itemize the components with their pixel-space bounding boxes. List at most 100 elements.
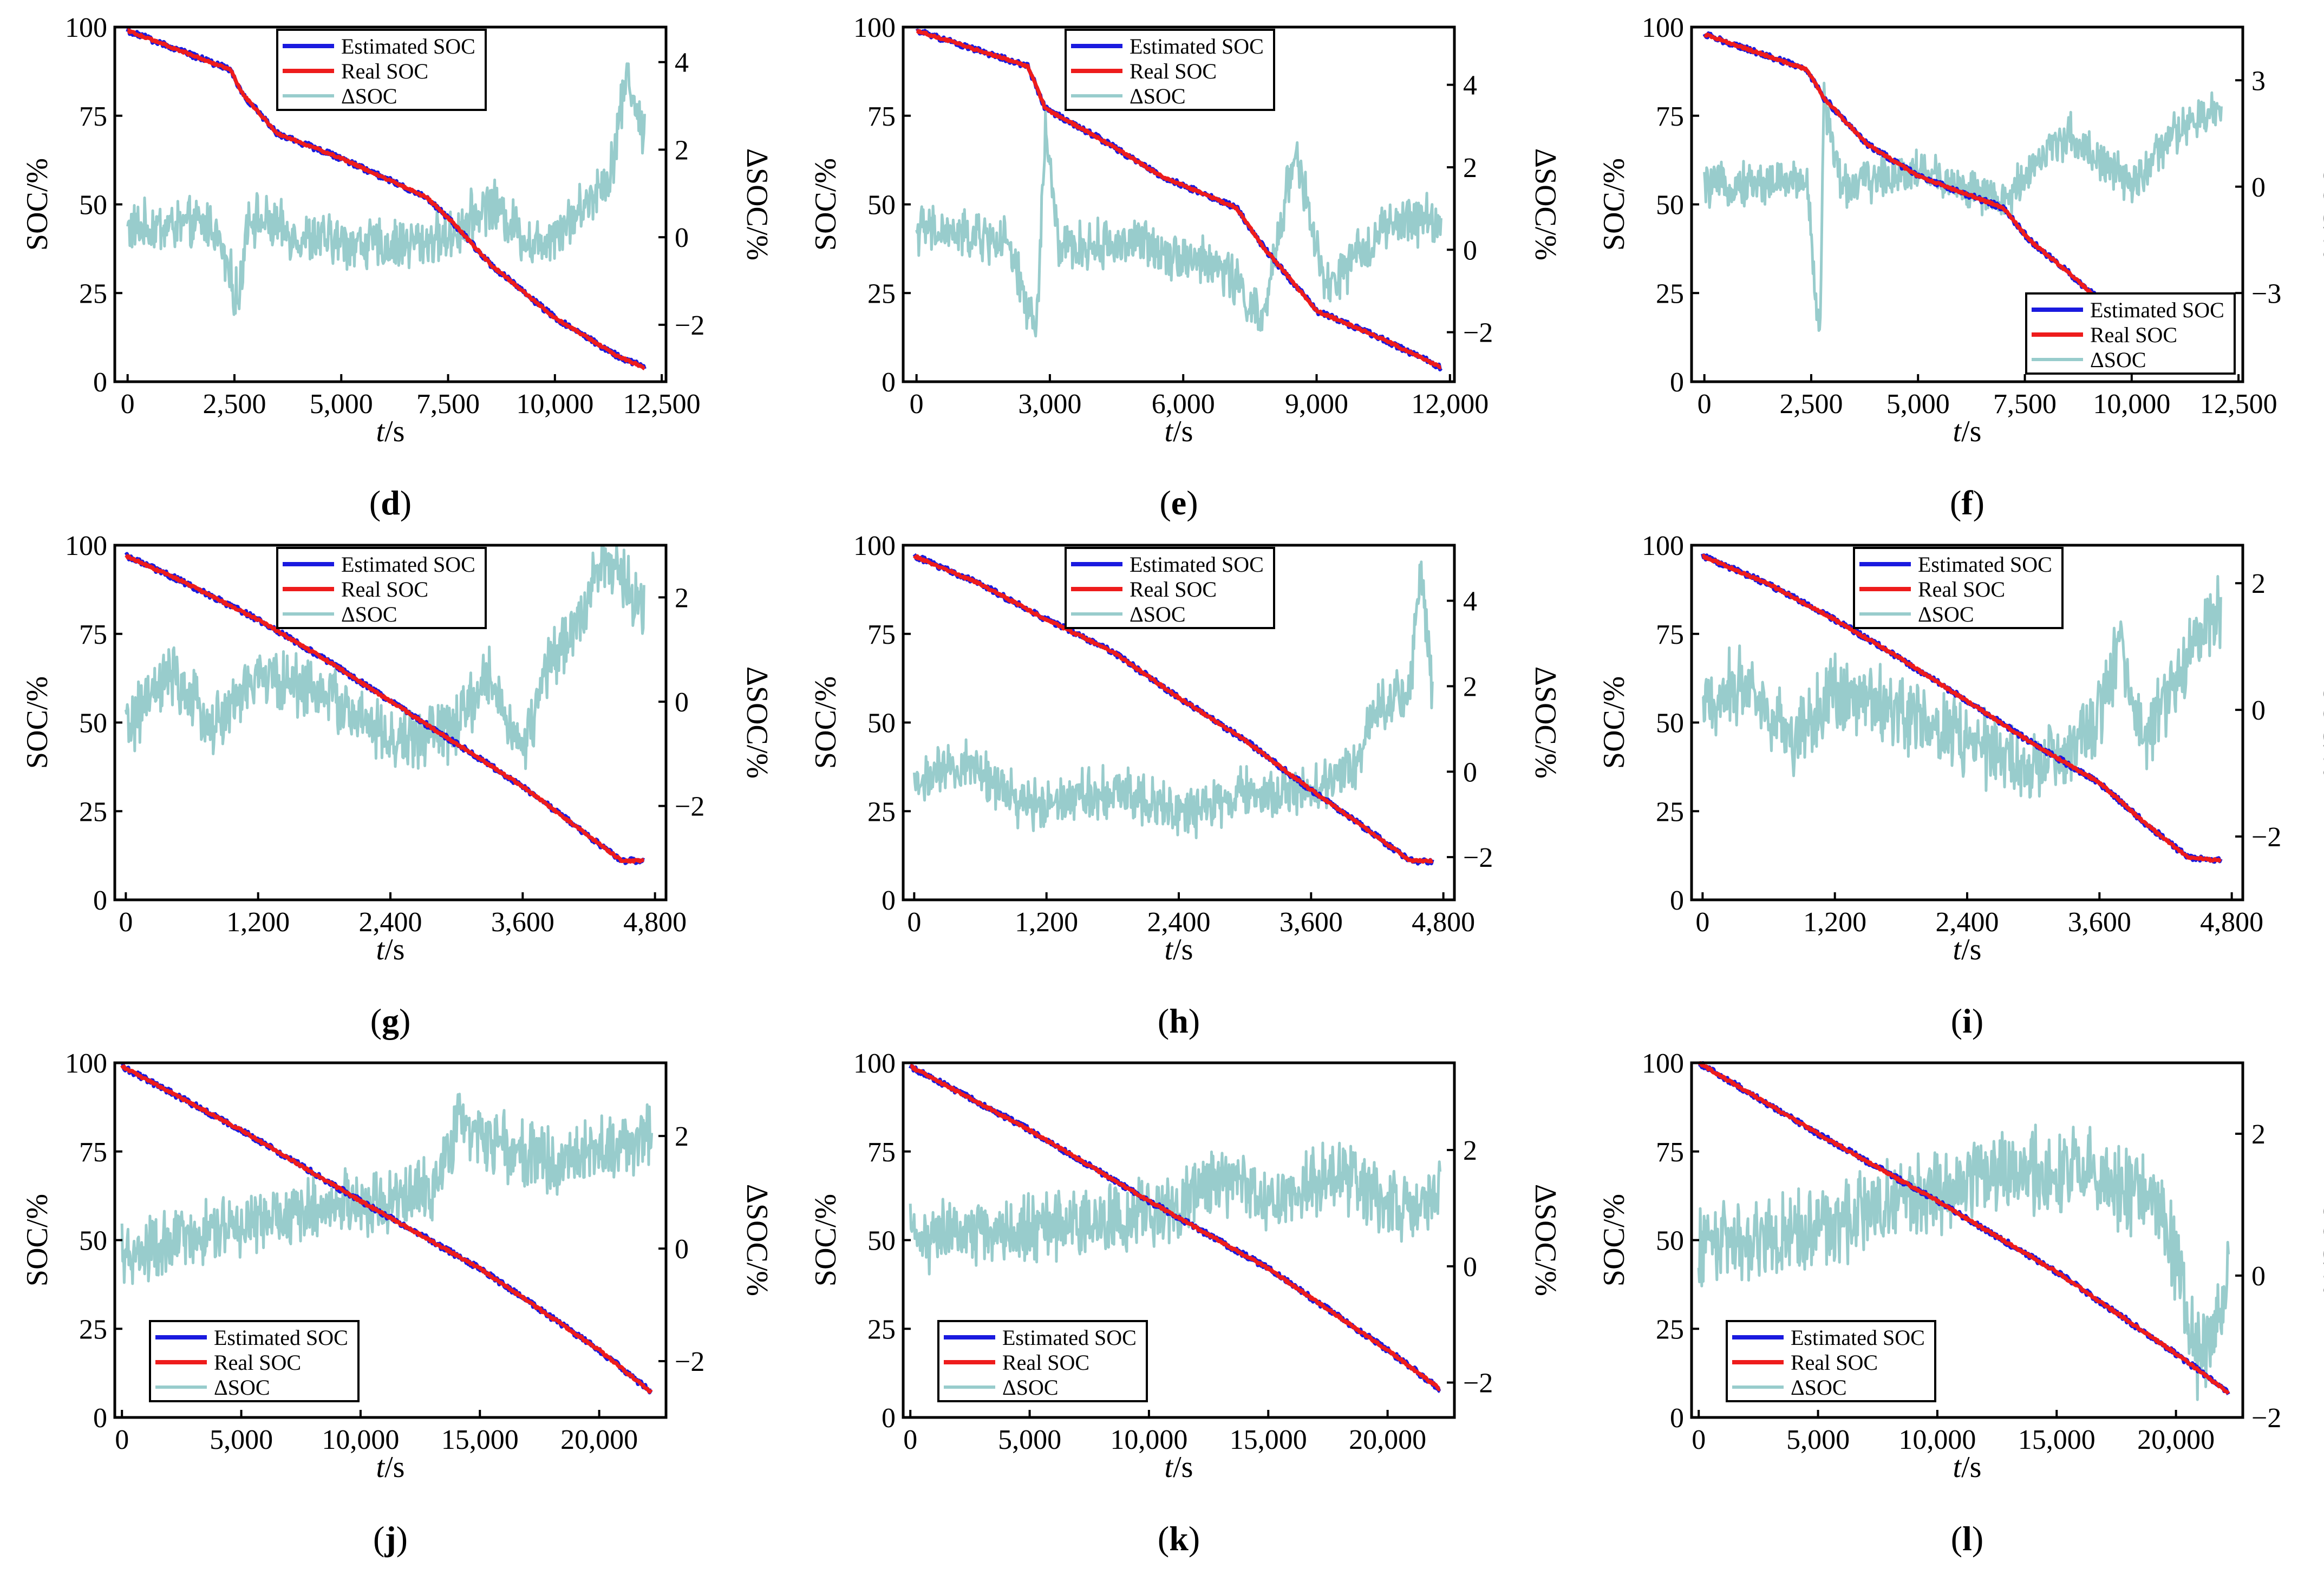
y2-tick-label: 0: [2251, 172, 2266, 203]
y-tick-label: 100: [65, 531, 107, 561]
legend-label: ΔSOC: [1002, 1375, 1059, 1400]
chart-panel-e: 0 25 50 75 100 −2 0 2 4 0 3,000 6,000 9,000 12,000 t/s…: [809, 12, 1562, 522]
y-tick-label: 50: [1656, 190, 1684, 221]
x-tick-label: 0: [119, 907, 133, 938]
x-tick-label: 3,000: [1018, 389, 1081, 420]
chart-panel-f: 0 25 50 75 100 −3 0 3 0 2,500 5,000 7,500 10,000 12,5…: [1597, 12, 2324, 522]
y2-tick-label: 2: [675, 135, 689, 166]
y2-axis-label: ΔSOC/%: [740, 1184, 774, 1296]
legend-label: ΔSOC: [1918, 602, 1974, 626]
x-tick-label: 10,000: [2093, 389, 2170, 420]
x-tick-label: 10,000: [516, 389, 593, 420]
series-real-soc: [120, 1064, 653, 1394]
legend-label: Estimated SOC: [341, 552, 475, 577]
x-tick-label: 15,000: [441, 1424, 519, 1455]
y2-tick-label: 2: [2251, 568, 2266, 599]
x-tick-label: 5,000: [1786, 1424, 1850, 1455]
x-tick-label: 3,600: [1279, 907, 1343, 938]
y2-axis-label: ΔSOC/%: [2317, 1184, 2324, 1296]
y-tick-label: 75: [79, 619, 107, 650]
x-tick-label: 0: [903, 1424, 917, 1455]
y-tick-label: 25: [867, 1314, 896, 1345]
y2-tick-label: 2: [2251, 1119, 2266, 1150]
legend-label: ΔSOC: [1791, 1375, 1847, 1400]
y2-tick-label: 4: [1463, 70, 1477, 101]
y-axis-label: SOC/%: [809, 676, 843, 769]
chart-panel-h: 0 25 50 75 100 −2 0 2 4 0 1,200 2,400 3,600 4,800 t/s S…: [809, 531, 1562, 1040]
y2-tick-label: 0: [675, 223, 689, 253]
x-tick-label: 20,000: [2137, 1424, 2215, 1455]
x-tick-label: 12,000: [1411, 389, 1489, 420]
y-tick-label: 50: [79, 190, 107, 221]
y2-tick-label: 2: [675, 583, 689, 613]
y-tick-label: 75: [867, 1137, 896, 1168]
x-tick-label: 5,000: [998, 1424, 1061, 1455]
panel-label: (g): [370, 1002, 411, 1040]
series-real-soc: [1698, 1061, 2230, 1395]
y-tick-label: 50: [1656, 1226, 1684, 1257]
y-tick-label: 50: [867, 1226, 896, 1257]
y2-tick-label: −3: [2251, 278, 2281, 309]
y2-axis-label: ΔSOC/%: [1529, 148, 1562, 260]
y-tick-label: 75: [1656, 619, 1684, 650]
y-axis-label: SOC/%: [21, 158, 54, 251]
y2-tick-label: 2: [1463, 153, 1477, 184]
series-delta-soc: [912, 560, 1434, 840]
y2-tick-label: −2: [675, 1347, 704, 1377]
x-tick-label: 0: [1692, 1424, 1706, 1455]
legend-label: ΔSOC: [1130, 84, 1186, 108]
x-tick-label: 15,000: [1230, 1424, 1307, 1455]
x-tick-label: 1,200: [1015, 907, 1078, 938]
series-real-soc: [912, 554, 1434, 864]
y-axis-label: SOC/%: [1597, 676, 1631, 769]
y2-tick-label: −2: [675, 310, 704, 341]
x-tick-label: 1,200: [226, 907, 290, 938]
legend-label: ΔSOC: [341, 602, 397, 626]
y2-tick-label: 0: [1463, 757, 1477, 788]
x-tick-label: 0: [1698, 389, 1712, 420]
y2-axis-label: ΔSOC/%: [740, 148, 774, 260]
y2-axis-label: ΔSOC/%: [740, 666, 774, 779]
series-delta-soc: [1697, 1123, 2230, 1401]
y-tick-label: 100: [1642, 531, 1684, 561]
y2-axis-label: ΔSOC/%: [1529, 666, 1562, 779]
legend-label: Estimated SOC: [1918, 552, 2052, 577]
x-tick-label: 0: [121, 389, 135, 420]
legend-label: Estimated SOC: [1791, 1325, 1925, 1350]
legend-label: Estimated SOC: [1130, 552, 1264, 577]
x-tick-label: 20,000: [560, 1424, 638, 1455]
panel-label: (h): [1158, 1002, 1200, 1040]
x-tick-label: 6,000: [1152, 389, 1215, 420]
y2-tick-label: −2: [2251, 822, 2281, 853]
y-axis-label: SOC/%: [21, 1194, 54, 1286]
legend-label: Real SOC: [1130, 59, 1217, 83]
legend-label: ΔSOC: [2090, 348, 2146, 372]
legend-label: ΔSOC: [1130, 602, 1186, 626]
x-tick-label: 7,500: [416, 389, 480, 420]
x-tick-label: 2,400: [1936, 907, 1999, 938]
y-tick-label: 75: [1656, 1137, 1684, 1168]
y2-tick-label: 0: [2251, 695, 2266, 726]
x-axis-label: t/s: [1953, 1450, 1982, 1484]
x-tick-label: 4,800: [1412, 907, 1475, 938]
x-tick-label: 7,500: [1993, 389, 2057, 420]
series-delta-soc: [1703, 81, 2223, 332]
y2-axis-label: ΔSOC/%: [2317, 148, 2324, 260]
chart-panel-d: 0 25 50 75 100 −2 0 2 4 0 2,500 5,000 7,500 10,000 12,…: [21, 12, 774, 522]
x-tick-label: 0: [1695, 907, 1709, 938]
x-axis-label: t/s: [1165, 933, 1193, 966]
y2-tick-label: 4: [675, 48, 689, 79]
panel-label: (f): [1950, 483, 1984, 522]
y-tick-label: 100: [853, 12, 896, 43]
y-tick-label: 50: [79, 708, 107, 739]
y-tick-label: 50: [79, 1226, 107, 1257]
series-delta-soc: [1702, 575, 2222, 799]
y2-tick-label: −2: [1463, 1368, 1493, 1399]
